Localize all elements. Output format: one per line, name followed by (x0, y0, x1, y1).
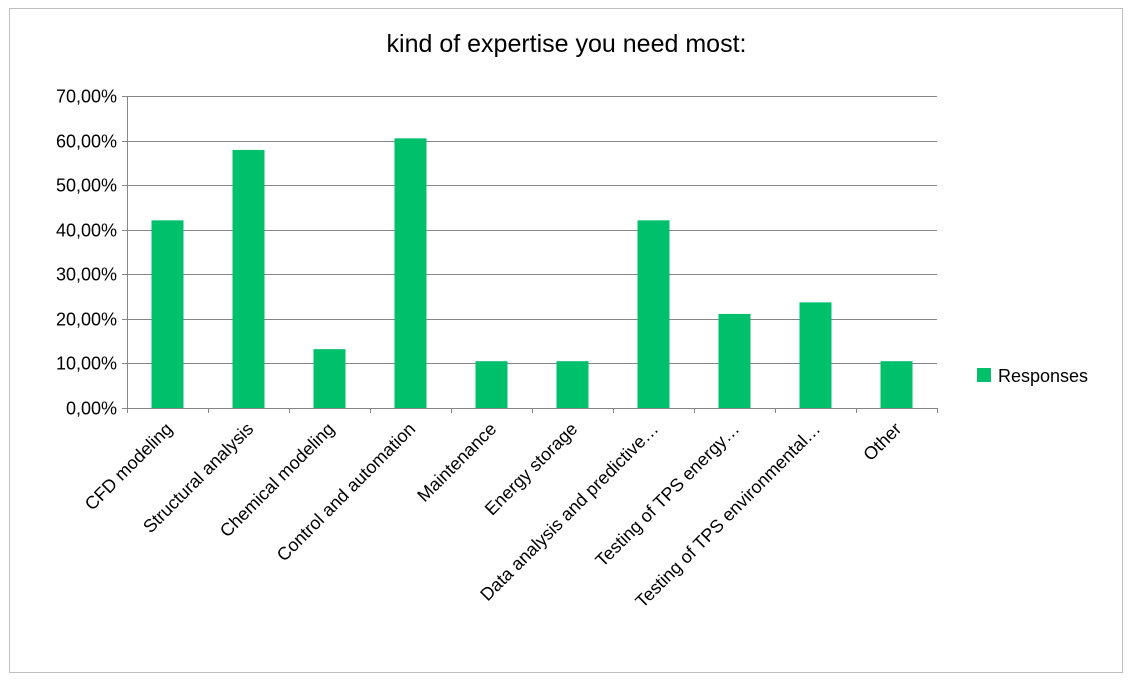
y-tick-label: 30,00% (56, 265, 117, 285)
bar (394, 138, 427, 409)
bar (799, 302, 832, 408)
y-tick-label: 60,00% (56, 132, 117, 152)
bar (637, 220, 670, 408)
y-tick-label: 0,00% (66, 399, 117, 419)
bar (718, 313, 751, 408)
legend-swatch (977, 368, 991, 382)
legend: Responses (977, 366, 1088, 386)
bar (232, 149, 265, 408)
y-tick-label: 10,00% (56, 354, 117, 374)
bar (313, 349, 346, 408)
legend-label: Responses (998, 366, 1088, 386)
y-tick-label: 20,00% (56, 310, 117, 330)
bar (475, 361, 508, 408)
bar (151, 220, 184, 408)
axes (122, 96, 938, 413)
chart-title: kind of expertise you need most: (386, 30, 747, 58)
y-tick-label: 40,00% (56, 221, 117, 241)
category-label: Other (859, 419, 905, 465)
category-label: Testing of TPS energy… (591, 419, 743, 571)
y-tick-label: 70,00% (56, 87, 117, 107)
chart-area (9, 8, 1123, 673)
category-label: Control and automation (273, 419, 419, 565)
bars (151, 138, 913, 409)
category-label: Data analysis and predictive… (476, 419, 662, 605)
y-tick-label: 50,00% (56, 176, 117, 196)
bar (880, 361, 913, 408)
category-label: Maintenance (413, 419, 500, 506)
bar (556, 361, 589, 408)
